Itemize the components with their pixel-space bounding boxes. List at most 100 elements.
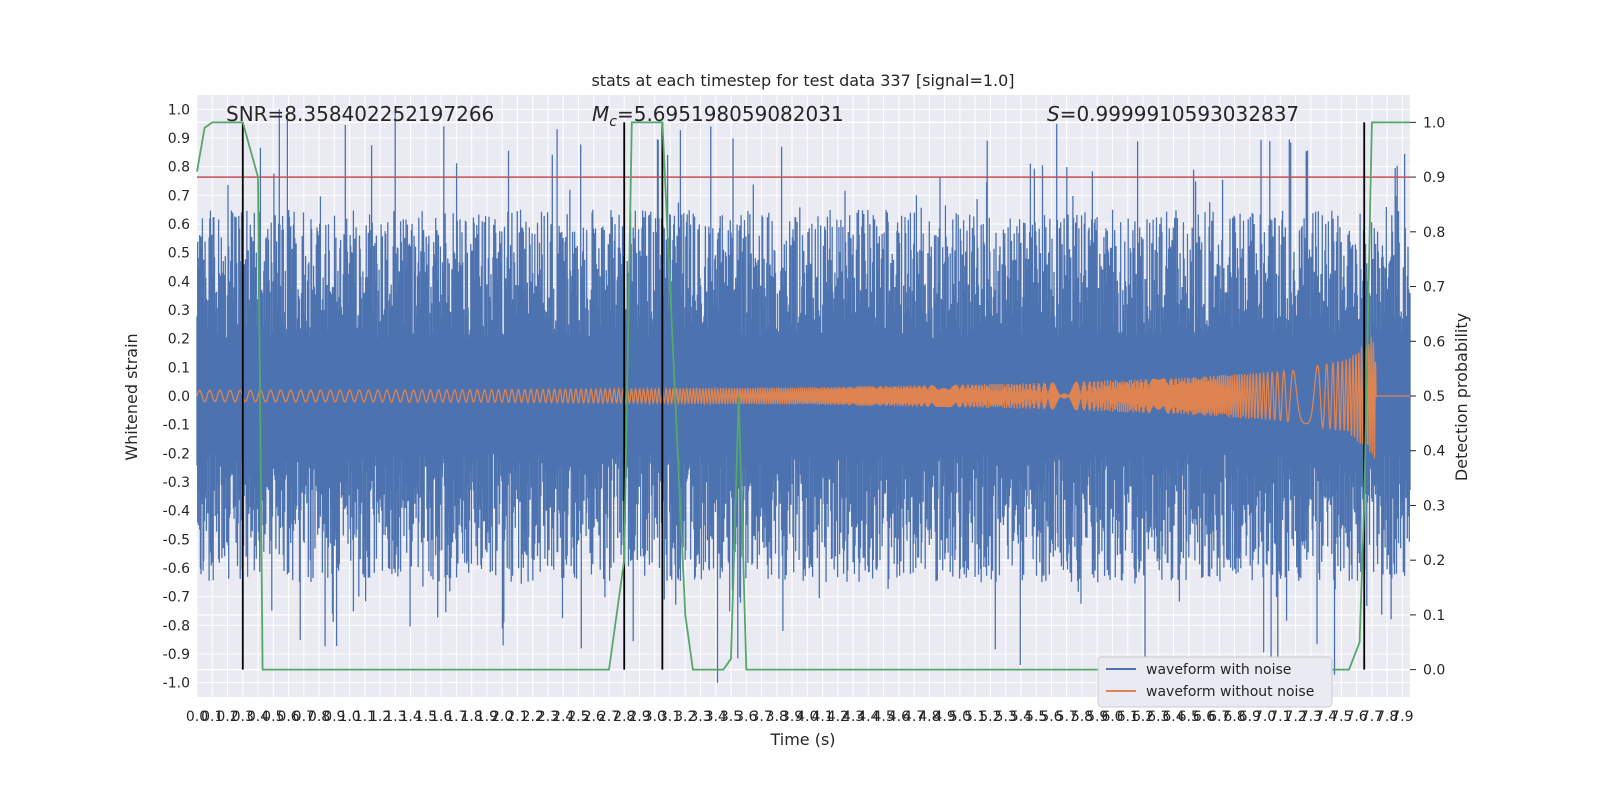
x-tick-label: 2.1 xyxy=(506,709,528,725)
x-tick-label: 7.8 xyxy=(1376,709,1398,725)
x-tick-label: 0.1 xyxy=(201,709,223,725)
x-axis-label: Time (s) xyxy=(769,730,835,749)
x-tick-label: 3.0 xyxy=(644,709,666,725)
y-tick-label-left: -0.8 xyxy=(163,618,190,634)
x-tick-label: 6.6 xyxy=(1193,709,1215,725)
y-tick-label-left: 0.9 xyxy=(168,131,190,147)
y-tick-label-left: -0.2 xyxy=(163,446,190,462)
chirp-mass-value: =5.695198059082031 xyxy=(617,102,844,126)
x-tick-label: 6.4 xyxy=(1162,709,1184,725)
x-tick-label: 2.8 xyxy=(613,709,635,725)
x-tick-label: 0.6 xyxy=(277,709,299,725)
score-annotation: S=0.9999910593032837 xyxy=(1047,102,1299,126)
y-tick-label-left: 0.8 xyxy=(168,160,190,176)
x-tick-label: 7.0 xyxy=(1254,709,1276,725)
legend-label-clean: waveform without noise xyxy=(1146,684,1314,700)
detection-markers xyxy=(241,122,1366,670)
y-tick-label-right: 0.3 xyxy=(1423,498,1445,514)
y-tick-label-right: 0.8 xyxy=(1423,225,1445,241)
x-tick-label: 5.9 xyxy=(1086,709,1108,725)
y-tick-label-left: 0.0 xyxy=(168,389,190,405)
x-tick-label: 0.3 xyxy=(232,709,254,725)
snr-annotation: SNR=8.358402252197266 xyxy=(226,102,494,126)
x-tick-label: 3.3 xyxy=(689,709,711,725)
y-tick-label-right: 0.1 xyxy=(1423,608,1445,624)
x-tick-label: 4.8 xyxy=(918,709,940,725)
y-tick-label-left: -0.6 xyxy=(163,561,190,577)
y-tick-label-left: -0.3 xyxy=(163,475,190,491)
x-tick-label: 1.0 xyxy=(338,709,360,725)
y-tick-label-left: -0.5 xyxy=(163,532,190,548)
x-tick-label: 5.6 xyxy=(1040,709,1062,725)
x-tick-label: 5.1 xyxy=(964,709,986,725)
x-tick-label: 7.5 xyxy=(1330,709,1352,725)
y-tick-label-left: -0.1 xyxy=(163,418,190,434)
x-tick-label: 7.9 xyxy=(1391,709,1413,725)
x-tick-label: 4.7 xyxy=(903,709,925,725)
x-tick-label: 0.5 xyxy=(262,709,284,725)
x-tick-label: 5.8 xyxy=(1071,709,1093,725)
y-tick-label-right: 0.6 xyxy=(1423,334,1445,350)
x-tick-label: 2.4 xyxy=(552,709,574,725)
x-tick-label: 0.7 xyxy=(293,709,315,725)
legend: waveform with noise waveform without noi… xyxy=(1097,656,1333,708)
x-tick-label: 2.7 xyxy=(598,709,620,725)
x-tick-label: 5.5 xyxy=(1025,709,1047,725)
x-tick-label: 6.5 xyxy=(1178,709,1200,725)
x-tick-label: 4.3 xyxy=(842,709,864,725)
x-tick-label: 3.9 xyxy=(781,709,803,725)
x-tick-label: 1.6 xyxy=(430,709,452,725)
y-axis-label-right: Detection probability xyxy=(1452,313,1471,481)
x-tick-label: 6.7 xyxy=(1208,709,1230,725)
x-tick-label: 6.2 xyxy=(1132,709,1154,725)
y-tick-labels-left: 1.0 0.9 0.8 0.7 0.6 0.5 0.4 0.3 0.2 0.1 0.0 -0.1 -0.… xyxy=(163,102,190,691)
x-tick-label: 6.8 xyxy=(1223,709,1245,725)
x-tick-label: 6.9 xyxy=(1239,709,1261,725)
y-tick-label-left: -0.4 xyxy=(163,504,190,520)
x-tick-label: 4.6 xyxy=(888,709,910,725)
x-tick-label: 4.4 xyxy=(857,709,879,725)
x-tick-label: 2.0 xyxy=(491,709,513,725)
y-tick-label-right: 1.0 xyxy=(1423,115,1445,131)
x-tick-label: 3.8 xyxy=(766,709,788,725)
x-tick-label: 3.4 xyxy=(705,709,727,725)
series-waveform-without-noise xyxy=(196,336,1410,459)
x-tick-label: 0.9 xyxy=(323,709,345,725)
x-tick-label: 5.3 xyxy=(995,709,1017,725)
x-tick-label: 0.4 xyxy=(247,709,269,725)
y-tick-label-left: 0.3 xyxy=(168,303,190,319)
x-tick-label: 1.1 xyxy=(354,709,376,725)
y-tick-label-right: 0.5 xyxy=(1423,389,1445,405)
x-tick-label: 6.3 xyxy=(1147,709,1169,725)
x-tick-label: 2.3 xyxy=(537,709,559,725)
x-tick-label: 5.4 xyxy=(1010,709,1032,725)
x-tick-labels: 0.00.10.20.30.40.50.60.70.80.91.01.11.21… xyxy=(186,709,1414,725)
x-tick-label: 0.2 xyxy=(216,709,238,725)
x-tick-label: 3.1 xyxy=(659,709,681,725)
x-tick-label: 7.7 xyxy=(1361,709,1383,725)
x-tick-label: 4.5 xyxy=(872,709,894,725)
legend-label-noise: waveform with noise xyxy=(1146,662,1291,678)
x-tick-label: 2.6 xyxy=(583,709,605,725)
y-tick-label-right: 0.9 xyxy=(1423,170,1445,186)
y-tick-label-right: 0.7 xyxy=(1423,280,1445,296)
series-detection-probability xyxy=(196,121,1410,671)
y-tick-label-right: 0.2 xyxy=(1423,553,1445,569)
x-tick-label: 1.2 xyxy=(369,709,391,725)
x-tick-label: 1.9 xyxy=(476,709,498,725)
x-tick-label: 1.7 xyxy=(445,709,467,725)
y-tick-label-left: 0.4 xyxy=(168,274,190,290)
x-tick-label: 1.5 xyxy=(415,709,437,725)
x-tick-label: 4.2 xyxy=(827,709,849,725)
x-tick-label: 3.7 xyxy=(750,709,772,725)
x-tick-label: 1.3 xyxy=(384,709,406,725)
x-tick-label: 5.0 xyxy=(949,709,971,725)
y-tick-label-right: 0.4 xyxy=(1423,444,1445,460)
x-tick-label: 2.2 xyxy=(522,709,544,725)
x-tick-label: 5.2 xyxy=(979,709,1001,725)
x-tick-label: 0.0 xyxy=(186,709,208,725)
x-tick-label: 3.2 xyxy=(674,709,696,725)
x-tick-label: 7.4 xyxy=(1315,709,1337,725)
x-tick-label: 5.7 xyxy=(1056,709,1078,725)
x-tick-label: 6.0 xyxy=(1101,709,1123,725)
